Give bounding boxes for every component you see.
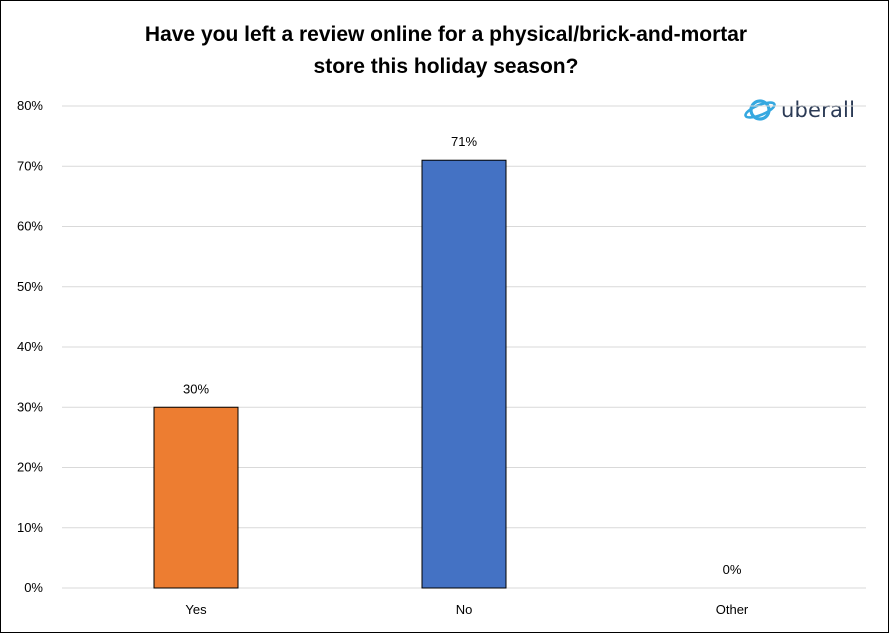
x-tick-label-no: No <box>456 602 473 617</box>
data-label-no: 71% <box>451 134 477 149</box>
logo-text: uberall <box>781 98 856 122</box>
chart-title: Have you left a review online for a phys… <box>61 19 831 83</box>
data-labels: 30% 71% 0% <box>183 134 742 577</box>
uberall-logo: uberall <box>743 93 855 127</box>
bar-yes <box>153 406 239 589</box>
bar-no <box>421 159 507 589</box>
y-tick-label: 0% <box>24 580 43 595</box>
y-tick-label: 20% <box>17 460 43 475</box>
y-tick-label: 40% <box>17 339 43 354</box>
x-tick-label-yes: Yes <box>185 602 207 617</box>
data-label-yes: 30% <box>183 381 209 396</box>
data-label-other: 0% <box>723 562 742 577</box>
chart-title-line-2: store this holiday season? <box>313 55 579 78</box>
chart-title-line-1: Have you left a review online for a phys… <box>144 23 748 46</box>
y-tick-label: 30% <box>17 399 43 414</box>
y-tick-label: 70% <box>17 158 43 173</box>
y-tick-label: 50% <box>17 279 43 294</box>
y-tick-label: 10% <box>17 520 43 535</box>
y-tick-label: 80% <box>17 98 43 113</box>
y-axis-ticks: 0% 10% 20% 30% 40% 50% 60% 70% 80% <box>17 98 43 595</box>
globe-ring-icon <box>744 99 776 121</box>
x-axis-ticks: Yes No Other <box>185 602 749 617</box>
x-tick-label-other: Other <box>716 602 749 617</box>
bars <box>153 159 507 589</box>
y-tick-label: 60% <box>17 219 43 234</box>
